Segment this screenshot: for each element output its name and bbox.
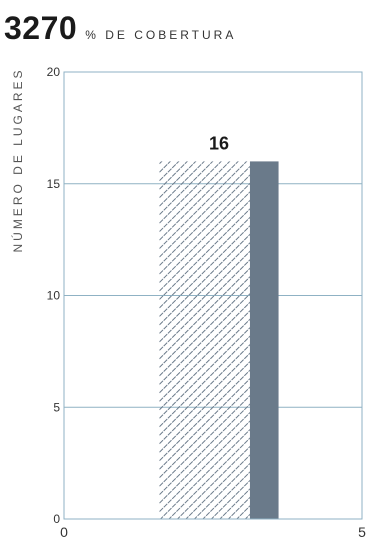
x-tick-label: 0 xyxy=(60,524,68,539)
bar-value-label: 16 xyxy=(209,133,229,153)
bar-solid xyxy=(249,161,279,519)
coverage-subtitle: % DE COBERTURA xyxy=(85,28,237,42)
y-tick-label: 5 xyxy=(53,400,60,414)
bar-hatched xyxy=(159,161,250,519)
x-tick-label: 5 xyxy=(358,524,366,539)
y-tick-label: 0 xyxy=(53,512,60,526)
plot-frame xyxy=(63,71,363,520)
coverage-count: 3270 xyxy=(4,10,78,46)
chart-header: 3270 % DE COBERTURA xyxy=(4,8,236,48)
y-tick-label: 10 xyxy=(47,289,61,303)
y-tick-label: 20 xyxy=(47,65,61,79)
y-tick-label: 15 xyxy=(47,177,61,191)
